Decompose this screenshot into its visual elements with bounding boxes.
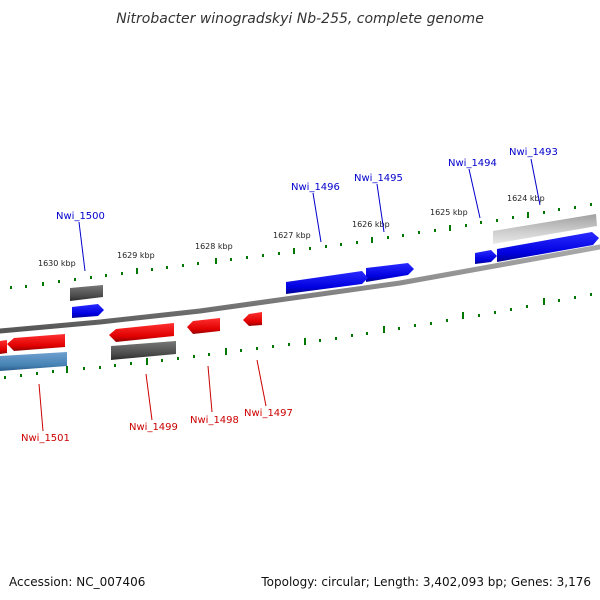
gene-nwi-1499-pseudo-bar[interactable] (111, 341, 176, 360)
gene-nwi-1501-arrow[interactable] (7, 334, 65, 351)
gene-partial-arrow-left-edge[interactable] (0, 340, 7, 354)
gene-label-nwi-1495[interactable]: Nwi_1495 (354, 173, 403, 184)
gene-nwi-1493-pseudo-bar[interactable] (493, 214, 597, 244)
tick-label-1630: 1630 kbp (38, 259, 76, 268)
tick-label-1625: 1625 kbp (430, 208, 468, 217)
gene-label-nwi-1499[interactable]: Nwi_1499 (129, 422, 178, 433)
topology-label: Topology: circular; Length: 3,402,093 bp… (260, 575, 591, 589)
gene-nwi-1499-arrow[interactable] (109, 323, 174, 342)
gene-label-nwi-1501[interactable]: Nwi_1501 (21, 433, 70, 444)
gene-nwi-1501-rna-bar[interactable] (0, 352, 67, 371)
gene-nwi-1500-arrow[interactable] (72, 304, 104, 318)
genome-backbone (0, 244, 600, 334)
gene-nwi-1493-arrow[interactable] (497, 232, 599, 262)
tick-label-1626: 1626 kbp (352, 220, 390, 229)
gene-label-nwi-1496[interactable]: Nwi_1496 (291, 182, 340, 193)
gene-nwi-1498-arrow[interactable] (187, 318, 220, 334)
gene-nwi-1496-arrow[interactable] (286, 271, 368, 294)
gene-label-nwi-1493[interactable]: Nwi_1493 (509, 147, 558, 158)
tick-label-1627: 1627 kbp (273, 231, 311, 240)
gene-label-nwi-1500[interactable]: Nwi_1500 (56, 211, 105, 222)
gene-nwi-1494-arrow[interactable] (475, 250, 497, 264)
genome-title: Nitrobacter winogradskyi Nb-255, complet… (116, 11, 484, 27)
tick-label-1628: 1628 kbp (195, 242, 233, 251)
gene-nwi-1497-arrow[interactable] (243, 312, 262, 326)
gene-nwi-1500-pseudo-bar[interactable] (70, 285, 103, 301)
gene-label-nwi-1497[interactable]: Nwi_1497 (244, 408, 293, 419)
accession-label: Accession: NC_007406 (9, 575, 145, 589)
gene-label-nwi-1494[interactable]: Nwi_1494 (448, 158, 497, 169)
tick-label-1624: 1624 kbp (507, 194, 545, 203)
inner-tick-ruler (4, 293, 592, 379)
outer-tick-ruler (10, 203, 592, 289)
tick-label-1629: 1629 kbp (117, 251, 155, 260)
gene-label-nwi-1498[interactable]: Nwi_1498 (190, 415, 239, 426)
label-leader-lines (38, 158, 541, 432)
gene-nwi-1495-arrow[interactable] (366, 263, 414, 282)
